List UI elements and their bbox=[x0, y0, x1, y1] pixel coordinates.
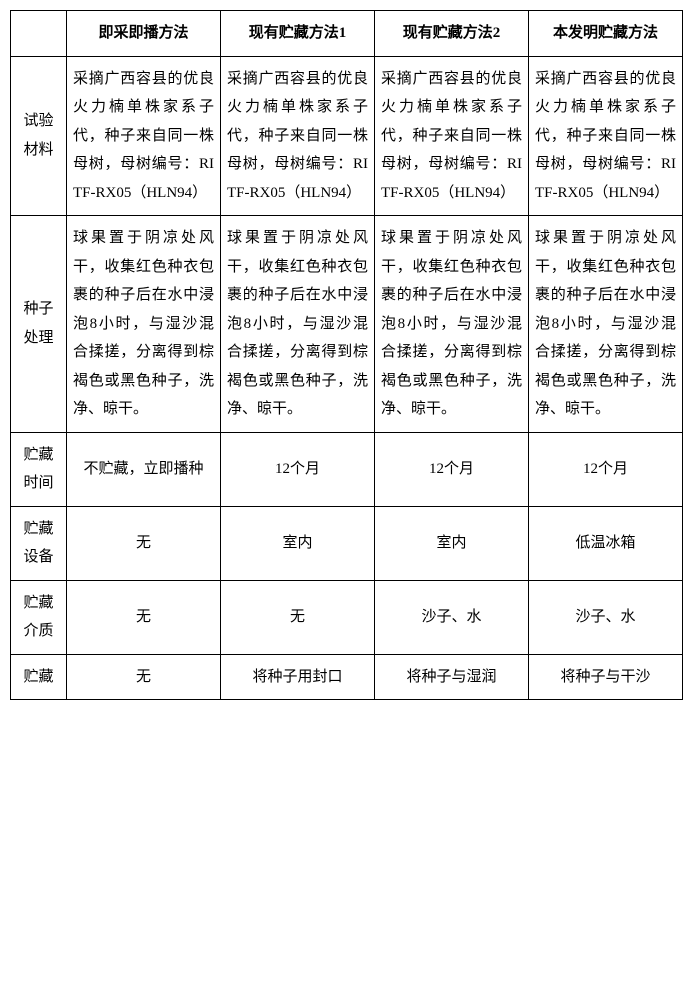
row-label-seed: 种子处理 bbox=[11, 216, 67, 433]
cell-medium-1: 无 bbox=[67, 580, 221, 654]
row-label-time: 贮藏时间 bbox=[11, 432, 67, 506]
cell-seed-2: 球果置于阴凉处风干，收集红色种衣包裹的种子后在水中浸泡8小时，与湿沙混合揉搓，分… bbox=[221, 216, 375, 433]
cell-material-4: 采摘广西容县的优良火力楠单株家系子代，种子来自同一株母树，母树编号：RITF-R… bbox=[529, 56, 683, 216]
row-label-material: 试验材料 bbox=[11, 56, 67, 216]
header-col3: 现有贮藏方法2 bbox=[375, 11, 529, 57]
cell-storage-2: 将种子用封口 bbox=[221, 654, 375, 700]
header-col4: 本发明贮藏方法 bbox=[529, 11, 683, 57]
cell-device-2: 室内 bbox=[221, 506, 375, 580]
table-row: 贮藏时间 不贮藏，立即播种 12个月 12个月 12个月 bbox=[11, 432, 683, 506]
table-row: 种子处理 球果置于阴凉处风干，收集红色种衣包裹的种子后在水中浸泡8小时，与湿沙混… bbox=[11, 216, 683, 433]
cell-material-1: 采摘广西容县的优良火力楠单株家系子代，种子来自同一株母树，母树编号：RITF-R… bbox=[67, 56, 221, 216]
row-label-medium: 贮藏介质 bbox=[11, 580, 67, 654]
table-row: 试验材料 采摘广西容县的优良火力楠单株家系子代，种子来自同一株母树，母树编号：R… bbox=[11, 56, 683, 216]
cell-medium-3: 沙子、水 bbox=[375, 580, 529, 654]
cell-device-4: 低温冰箱 bbox=[529, 506, 683, 580]
cell-time-2: 12个月 bbox=[221, 432, 375, 506]
header-blank bbox=[11, 11, 67, 57]
header-col2: 现有贮藏方法1 bbox=[221, 11, 375, 57]
cell-storage-1: 无 bbox=[67, 654, 221, 700]
cell-seed-4: 球果置于阴凉处风干，收集红色种衣包裹的种子后在水中浸泡8小时，与湿沙混合揉搓，分… bbox=[529, 216, 683, 433]
table-row: 贮藏设备 无 室内 室内 低温冰箱 bbox=[11, 506, 683, 580]
cell-material-2: 采摘广西容县的优良火力楠单株家系子代，种子来自同一株母树，母树编号：RITF-R… bbox=[221, 56, 375, 216]
cell-device-3: 室内 bbox=[375, 506, 529, 580]
cell-seed-1: 球果置于阴凉处风干，收集红色种衣包裹的种子后在水中浸泡8小时，与湿沙混合揉搓，分… bbox=[67, 216, 221, 433]
cell-seed-3: 球果置于阴凉处风干，收集红色种衣包裹的种子后在水中浸泡8小时，与湿沙混合揉搓，分… bbox=[375, 216, 529, 433]
cell-time-3: 12个月 bbox=[375, 432, 529, 506]
cell-storage-3: 将种子与湿润 bbox=[375, 654, 529, 700]
cell-medium-2: 无 bbox=[221, 580, 375, 654]
row-label-storage: 贮藏 bbox=[11, 654, 67, 700]
table-header-row: 即采即播方法 现有贮藏方法1 现有贮藏方法2 本发明贮藏方法 bbox=[11, 11, 683, 57]
row-label-device: 贮藏设备 bbox=[11, 506, 67, 580]
cell-material-3: 采摘广西容县的优良火力楠单株家系子代，种子来自同一株母树，母树编号：RITF-R… bbox=[375, 56, 529, 216]
header-col1: 即采即播方法 bbox=[67, 11, 221, 57]
table-row: 贮藏介质 无 无 沙子、水 沙子、水 bbox=[11, 580, 683, 654]
cell-device-1: 无 bbox=[67, 506, 221, 580]
cell-time-1: 不贮藏，立即播种 bbox=[67, 432, 221, 506]
cell-storage-4: 将种子与干沙 bbox=[529, 654, 683, 700]
cell-medium-4: 沙子、水 bbox=[529, 580, 683, 654]
cell-time-4: 12个月 bbox=[529, 432, 683, 506]
comparison-table: 即采即播方法 现有贮藏方法1 现有贮藏方法2 本发明贮藏方法 试验材料 采摘广西… bbox=[10, 10, 683, 700]
table-row: 贮藏 无 将种子用封口 将种子与湿润 将种子与干沙 bbox=[11, 654, 683, 700]
